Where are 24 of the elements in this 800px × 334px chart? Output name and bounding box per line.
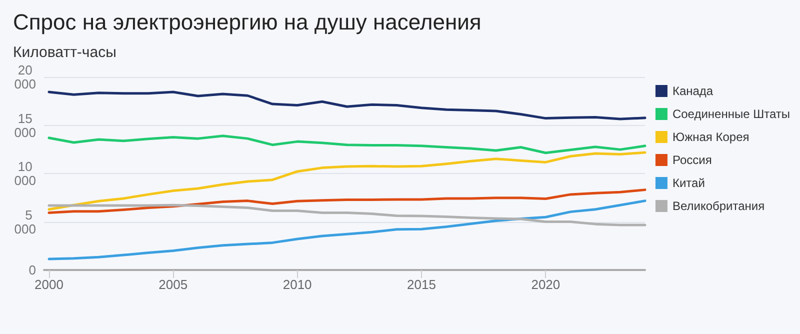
x-tick-label: 2000 (34, 277, 64, 292)
y-tick-label: 0 (28, 262, 36, 278)
y-tick-label: 20 000 (14, 62, 36, 92)
legend-label: Соединенные Штаты (672, 107, 790, 121)
line-series (48, 188, 646, 214)
legend-label: Великобритания (672, 199, 765, 213)
x-tick-label: 2005 (158, 277, 188, 292)
line-series (48, 151, 646, 211)
y-tick-label: 15 000 (14, 110, 36, 140)
line-series (48, 90, 646, 120)
x-tick-label: 2010 (282, 277, 312, 292)
y-axis-title: Киловатт-часы (13, 44, 116, 61)
y-tick-label: 5 000 (14, 207, 36, 236)
line-series (48, 134, 646, 154)
line-series (48, 204, 646, 226)
line-series (48, 200, 646, 260)
x-tick-label: 2020 (531, 277, 560, 292)
legend-label: Южная Корея (672, 130, 750, 144)
chart-title: Спрос на электроэнергию на душу населения (13, 10, 482, 34)
legend-label: Канада (672, 84, 714, 98)
x-tick-label: 2015 (407, 277, 436, 292)
legend-label: Россия (672, 153, 712, 167)
y-tick-label: 10 000 (14, 159, 36, 188)
legend-label: Китай (672, 176, 705, 190)
